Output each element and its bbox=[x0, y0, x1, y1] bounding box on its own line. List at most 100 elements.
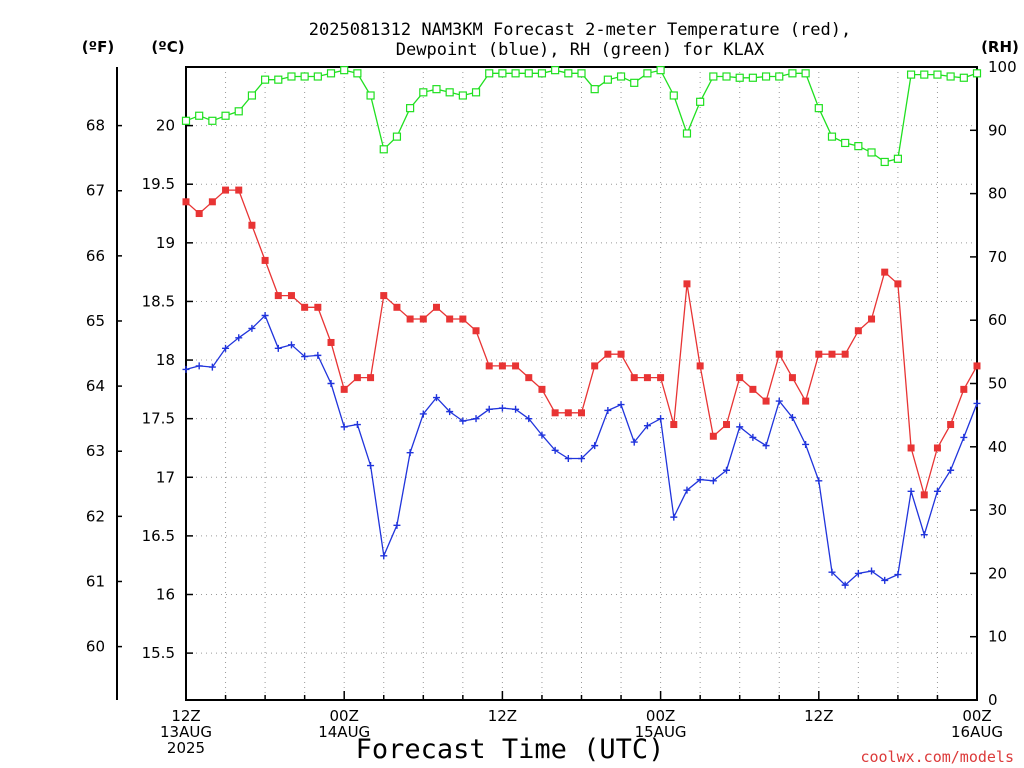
dewpoint-point bbox=[670, 513, 678, 521]
dewpoint-point bbox=[854, 569, 862, 577]
rh-tick-label: 20 bbox=[988, 564, 1007, 582]
rh-point bbox=[392, 132, 402, 141]
dewpoint-point bbox=[498, 404, 506, 412]
rh-point bbox=[656, 66, 665, 75]
rh-point bbox=[775, 72, 784, 81]
temperature-point bbox=[815, 350, 823, 358]
celsius-tick-label: 16.5 bbox=[142, 527, 175, 545]
temperature-point bbox=[525, 374, 533, 382]
rh-point bbox=[181, 116, 191, 125]
temperature-point bbox=[960, 385, 968, 393]
celsius-unit-label: (ºC) bbox=[151, 38, 184, 56]
temperature-point bbox=[208, 198, 216, 206]
rh-tick-label: 40 bbox=[988, 438, 1007, 456]
temperature-point bbox=[736, 374, 744, 382]
rh-point bbox=[854, 142, 863, 151]
dewpoint-point bbox=[709, 477, 717, 485]
rh-point bbox=[221, 111, 230, 120]
celsius-tick-label: 17 bbox=[156, 468, 175, 486]
dewpoint-point bbox=[630, 438, 638, 446]
temperature-point bbox=[788, 374, 796, 382]
x-tick-label: 00Z bbox=[962, 707, 991, 725]
rh-point bbox=[432, 85, 441, 94]
axes: 15.5 16 16.5 17 17.5 18 18.5 19 19.5 20 60 61 62 63 64… bbox=[86, 58, 1017, 757]
temperature-point bbox=[551, 409, 559, 417]
dewpoint-point bbox=[525, 415, 533, 423]
rh-point bbox=[551, 66, 560, 75]
rh-point bbox=[841, 138, 850, 148]
dewpoint-point bbox=[327, 380, 335, 387]
temperature-point bbox=[578, 409, 585, 417]
rh-point bbox=[208, 116, 217, 125]
temperature-point bbox=[775, 350, 783, 358]
rh-point bbox=[959, 73, 968, 82]
dewpoint-point bbox=[802, 440, 810, 448]
temperature-point bbox=[327, 338, 335, 346]
celsius-tick-label: 16 bbox=[156, 586, 175, 604]
rh-point bbox=[827, 132, 837, 141]
dewpoint-point bbox=[947, 466, 955, 474]
temperature-point bbox=[195, 210, 203, 218]
dewpoint-point bbox=[960, 433, 968, 441]
rh-point bbox=[406, 104, 415, 113]
temperature-point bbox=[749, 385, 757, 393]
rh-point bbox=[445, 88, 454, 97]
temperature-point bbox=[920, 491, 928, 499]
rh-tick-label: 0 bbox=[988, 691, 998, 709]
dewpoint-point bbox=[564, 455, 572, 463]
rh-point bbox=[524, 69, 533, 78]
temperature-point bbox=[604, 350, 612, 358]
dewpoint-point bbox=[920, 531, 928, 539]
dewpoint-point bbox=[274, 344, 282, 352]
temperature-point bbox=[881, 268, 889, 276]
temperature-point bbox=[261, 256, 269, 264]
x-tick-label: 00Z bbox=[646, 707, 675, 725]
celsius-tick-label: 20 bbox=[156, 117, 175, 135]
temperature-point bbox=[709, 432, 717, 440]
temperature-point bbox=[235, 186, 243, 194]
dewpoint-point bbox=[591, 442, 599, 450]
dewpoint-point bbox=[419, 410, 427, 418]
dewpoint-point bbox=[222, 344, 230, 352]
rh-tick-label: 90 bbox=[988, 121, 1007, 139]
rh-point bbox=[564, 69, 573, 78]
dewpoint-point bbox=[182, 365, 190, 373]
celsius-tick-label: 17.5 bbox=[142, 410, 175, 428]
dewpoint-point bbox=[538, 431, 546, 439]
temperature-point bbox=[670, 421, 678, 429]
rh-point bbox=[366, 91, 375, 100]
temperature-point bbox=[828, 350, 836, 358]
temperature-point bbox=[274, 292, 282, 300]
rh-point bbox=[577, 69, 586, 78]
celsius-tick-label: 19.5 bbox=[142, 175, 175, 193]
rh-point bbox=[696, 97, 705, 106]
x-tick-label: 00Z bbox=[330, 707, 359, 725]
temperature-point bbox=[248, 221, 256, 229]
rh-point bbox=[788, 69, 797, 78]
temperature-point bbox=[894, 280, 902, 288]
dewpoint-point bbox=[868, 567, 876, 575]
temperature-point bbox=[287, 292, 295, 300]
fahrenheit-tick-label: 61 bbox=[86, 572, 105, 590]
rh-point bbox=[630, 78, 639, 87]
dewpoint-point bbox=[749, 433, 757, 441]
temperature-point bbox=[854, 327, 862, 335]
rh-point bbox=[880, 157, 889, 167]
rh-point bbox=[234, 107, 243, 116]
rh-point bbox=[458, 91, 467, 100]
temperature-point bbox=[432, 303, 440, 311]
temperature-point bbox=[367, 374, 375, 382]
dewpoint-point bbox=[261, 312, 269, 320]
temperature-point bbox=[380, 292, 388, 300]
data-series bbox=[181, 66, 982, 589]
rh-point bbox=[340, 66, 349, 75]
dewpoint-point bbox=[578, 455, 585, 463]
dewpoint-point bbox=[775, 397, 783, 405]
dewpoint-point bbox=[380, 552, 388, 560]
dewpoint-point bbox=[643, 422, 651, 430]
temperature-point bbox=[182, 198, 190, 206]
rh-point bbox=[669, 91, 678, 100]
rh-point bbox=[379, 145, 388, 154]
temperature-point bbox=[973, 362, 981, 370]
rh-point bbox=[893, 154, 903, 163]
